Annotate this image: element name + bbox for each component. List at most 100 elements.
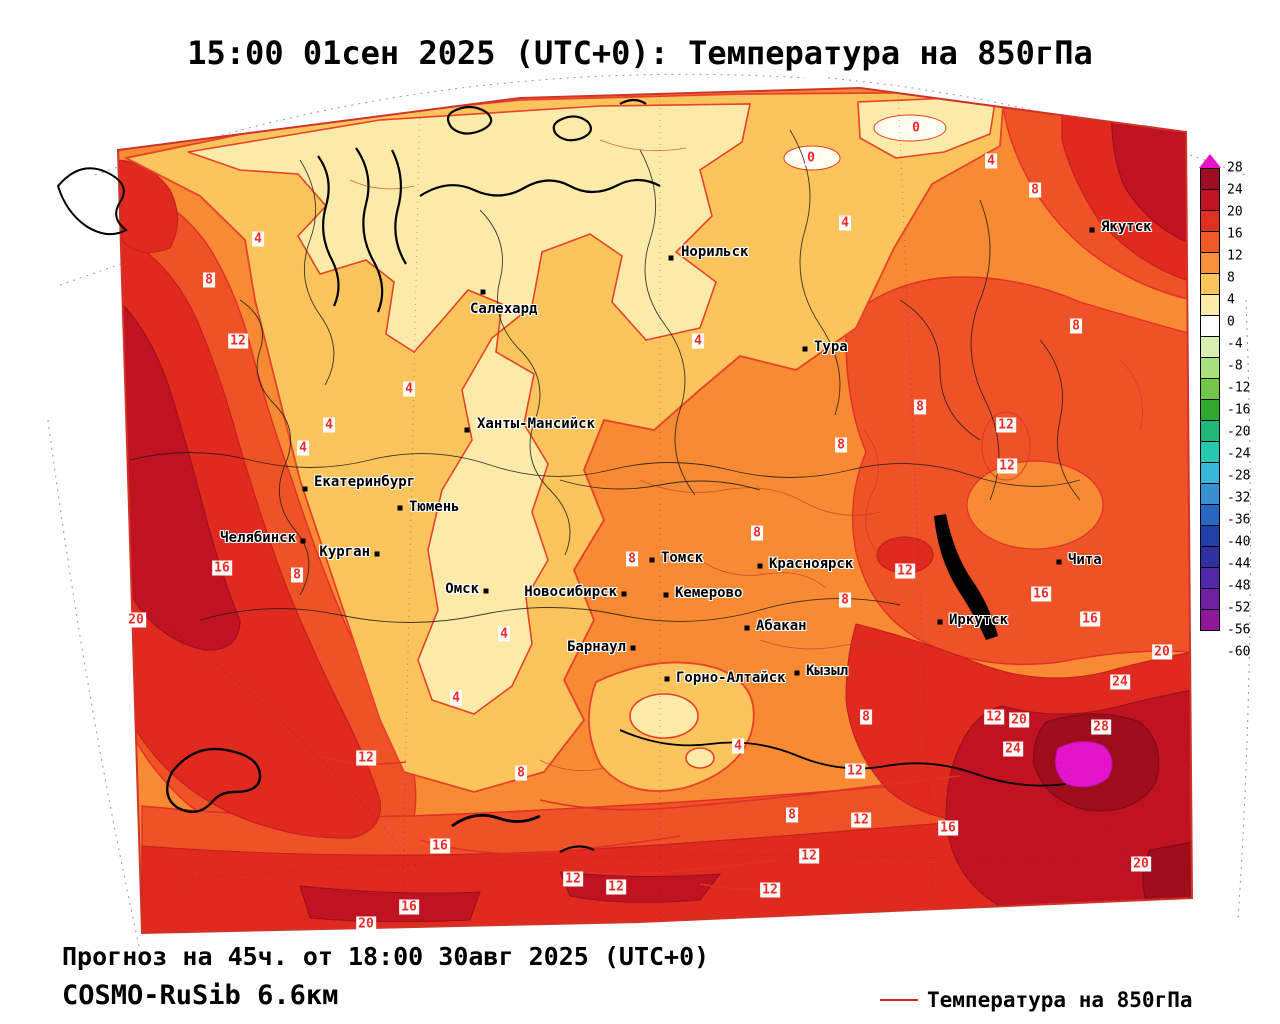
contour-label-16: 16 — [430, 838, 450, 854]
city-dot-Омск — [483, 588, 489, 594]
contour-label-12: 12 — [799, 848, 819, 864]
colorbar-segment — [1200, 483, 1220, 505]
colorbar-tick-label: -16 — [1227, 402, 1251, 418]
colorbar-segment — [1200, 462, 1220, 484]
contour-label-12: 12 — [984, 709, 1004, 725]
legend-line-sample — [880, 999, 918, 1001]
colorbar-segment — [1200, 441, 1220, 463]
city-label-Норильск: Норильск — [681, 244, 749, 260]
colorbar-tick-label: -28 — [1227, 468, 1251, 484]
contour-label-12: 12 — [563, 871, 583, 887]
model-info: COSMO-RuSib 6.6км — [62, 980, 339, 1011]
forecast-info: Прогноз на 45ч. от 18:00 30авг 2025 (UTC… — [62, 942, 710, 971]
contour-label-12: 12 — [996, 417, 1016, 433]
city-dot-Тура — [802, 346, 808, 352]
contour-label-16: 16 — [399, 899, 419, 915]
colorbar-tick-label: -8 — [1227, 358, 1243, 374]
contour-label-12: 12 — [606, 879, 626, 895]
colorbar-tick-label: -12 — [1227, 380, 1251, 396]
contour-label-4: 4 — [252, 231, 264, 247]
contour-label-12: 12 — [356, 750, 376, 766]
colorbar-segment — [1200, 168, 1220, 190]
colorbar-tick-label: -20 — [1227, 424, 1251, 440]
field-band-28-plus — [1054, 741, 1113, 788]
contour-label-28: 28 — [1091, 719, 1111, 735]
city-dot-Екатеринбург — [302, 486, 308, 492]
colorbar-segment — [1200, 588, 1220, 610]
legend-label: Температура на 850гПа — [927, 988, 1193, 1012]
city-dot-Якутск — [1089, 227, 1095, 233]
colorbar-tick-label: 12 — [1227, 248, 1243, 264]
colorbar-tick-label: -40 — [1227, 534, 1251, 550]
contour-label-20: 20 — [356, 916, 376, 932]
city-label-Горно-Алтайск: Горно-Алтайск — [676, 670, 786, 686]
contour-label-12: 12 — [895, 563, 915, 579]
contour-label-16: 16 — [1080, 611, 1100, 627]
colorbar-segments — [1200, 168, 1220, 631]
contour-label-12: 12 — [228, 333, 248, 349]
colorbar-segment — [1200, 567, 1220, 589]
contour-label-8: 8 — [1070, 318, 1082, 334]
model-domain — [118, 88, 1192, 933]
city-label-Кызыл: Кызыл — [806, 663, 849, 679]
colorbar-segment — [1200, 210, 1220, 232]
legend: Температура на 850гПа — [880, 988, 1193, 1012]
city-dot-Курган — [374, 551, 380, 557]
graticule-outer — [47, 73, 1251, 961]
contour-label-8: 8 — [291, 567, 303, 583]
city-label-Ханты-Мансийск: Ханты-Мансийск — [477, 416, 596, 432]
city-dot-Томск — [649, 557, 655, 563]
contour-fragments — [319, 755, 961, 891]
city-label-Челябинск: Челябинск — [220, 530, 296, 546]
city-dot-Кемерово — [663, 592, 669, 598]
colorbar-tick-label: -60 — [1227, 644, 1251, 660]
city-label-Барнаул: Барнаул — [566, 639, 626, 655]
city-dot-Иркутск — [937, 619, 943, 625]
contour-label-12: 12 — [845, 763, 865, 779]
colorbar-segment — [1200, 420, 1220, 442]
contour-label-0: 0 — [910, 120, 922, 136]
colorbar-tick-label: -52 — [1227, 600, 1251, 616]
city-label-Курган: Курган — [319, 544, 370, 560]
colorbar-tick-label: -48 — [1227, 578, 1251, 594]
city-label-Омск: Омск — [445, 581, 479, 597]
colorbar-segment — [1200, 399, 1220, 421]
coast-white-sea — [56, 167, 128, 236]
coastlines — [166, 98, 661, 853]
contour-label-16: 16 — [1031, 586, 1051, 602]
city-label-Абакан: Абакан — [756, 618, 807, 634]
colorbar-segment — [1200, 357, 1220, 379]
city-dot-Чита — [1056, 559, 1062, 565]
city-label-Красноярск: Красноярск — [769, 556, 854, 572]
lake-baikal — [934, 514, 998, 640]
colorbar-arrow-up-icon — [1199, 154, 1221, 168]
city-dot-Абакан — [744, 625, 750, 631]
city-label-Новосибирск: Новосибирск — [524, 584, 617, 600]
national-border — [619, 729, 1067, 787]
contour-label-4: 4 — [450, 690, 462, 706]
contour-label-8: 8 — [839, 592, 851, 608]
colorbar-tick-label: -32 — [1227, 490, 1251, 506]
contour-label-8: 8 — [203, 272, 215, 288]
colorbar-tick-label: -36 — [1227, 512, 1251, 528]
city-dot-Барнаул — [630, 645, 636, 651]
contour-label-20: 20 — [1152, 644, 1172, 660]
contour-label-4: 4 — [985, 153, 997, 169]
colorbar-segment — [1200, 315, 1220, 337]
colorbar-segment — [1200, 252, 1220, 274]
colorbar-segment — [1200, 525, 1220, 547]
colorbar-tick-label: -24 — [1227, 446, 1251, 462]
colorbar-segment — [1200, 294, 1220, 316]
city-dot-Кызыл — [794, 670, 800, 676]
colorbar-tick-label: -56 — [1227, 622, 1251, 638]
field-island-8-12 — [966, 460, 1104, 550]
colorbar-segment — [1200, 546, 1220, 568]
city-label-Екатеринбург: Екатеринбург — [314, 474, 416, 490]
contour-label-12: 12 — [851, 812, 871, 828]
domain-boundary — [116, 86, 1194, 935]
colorbar-segment — [1200, 504, 1220, 526]
city-label-Чита: Чита — [1068, 552, 1102, 568]
contour-label-24: 24 — [1003, 741, 1023, 757]
colorbar-segment — [1200, 609, 1220, 631]
